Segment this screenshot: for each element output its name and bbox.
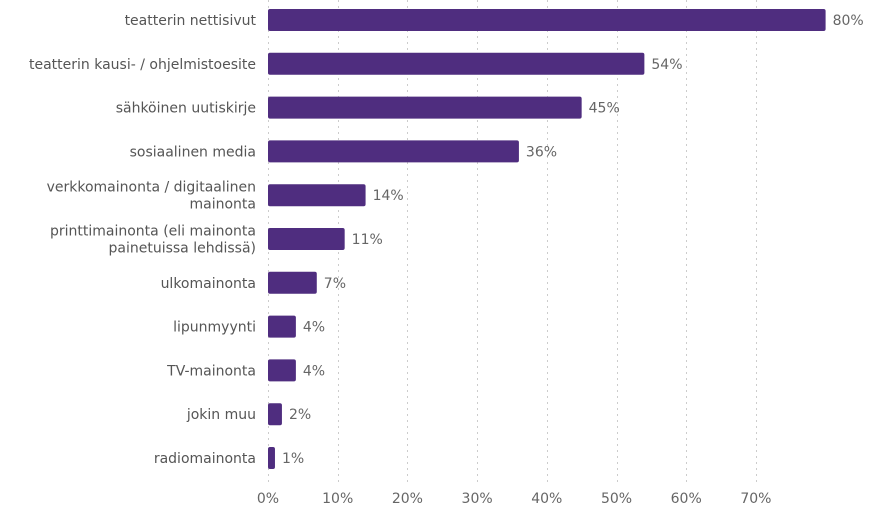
value-label: 4% [303, 320, 325, 336]
category-label-line: sähköinen uutiskirje [116, 101, 256, 117]
value-label: 54% [651, 57, 682, 73]
bar [268, 52, 645, 75]
value-label: 36% [526, 144, 557, 160]
category-label-line: radiomainonta [154, 451, 256, 467]
bar [268, 271, 317, 294]
category-label-line: ulkomainonta [161, 276, 256, 292]
category-label: sosiaalinen media [130, 144, 256, 160]
category-label-line: verkkomainonta / digitaalinen [47, 180, 256, 196]
category-label-line: jokin muu [186, 407, 256, 423]
x-tick-label: 30% [462, 491, 493, 505]
bar [268, 140, 519, 163]
category-label: ulkomainonta [161, 276, 256, 292]
value-label: 80% [833, 13, 864, 29]
category-label: verkkomainonta / digitaalinen mainonta [47, 180, 256, 213]
x-tick-label: 60% [671, 491, 702, 505]
value-label: 45% [589, 101, 620, 117]
value-label: 1% [282, 451, 304, 467]
x-tick-label: 0% [257, 491, 279, 505]
value-label: 2% [289, 407, 311, 423]
category-label: jokin muu [186, 407, 256, 423]
bars [268, 9, 826, 469]
value-labels: 80% 54% 45% 36% 14% 11% 7% 4% 4% 2% 1% [282, 13, 864, 467]
category-label: teatterin kausi- / ohjelmistoesite [29, 57, 256, 73]
value-label: 11% [352, 232, 383, 248]
x-tick-label: 10% [322, 491, 353, 505]
category-label-line: painetuissa lehdissä) [109, 241, 257, 257]
bar [268, 184, 366, 207]
category-label-line: teatterin nettisivut [125, 13, 257, 29]
bar [268, 9, 826, 31]
x-tick-label: 50% [601, 491, 632, 505]
category-label-line: lipunmyynti [173, 320, 256, 336]
value-label: 7% [324, 276, 346, 292]
category-label: sähköinen uutiskirje [116, 101, 256, 117]
category-label-line: printtimainonta (eli mainonta [50, 224, 256, 240]
bar [268, 96, 582, 119]
x-axis-ticks: 0% 10% 20% 30% 40% 50% 60% 70% [257, 491, 772, 505]
category-label-line: TV-mainonta [166, 363, 256, 379]
bar [268, 359, 296, 382]
category-label-line: mainonta [190, 197, 257, 213]
category-label: teatterin nettisivut [125, 13, 257, 29]
value-label: 14% [373, 188, 404, 204]
bar [268, 228, 345, 250]
category-label: lipunmyynti [173, 320, 256, 336]
bar [268, 315, 296, 338]
x-tick-label: 40% [531, 491, 562, 505]
x-tick-label: 20% [392, 491, 423, 505]
x-tick-label: 70% [740, 491, 771, 505]
value-label: 4% [303, 363, 325, 379]
category-label-line: sosiaalinen media [130, 144, 256, 160]
category-label: radiomainonta [154, 451, 256, 467]
category-label: TV-mainonta [166, 363, 256, 379]
category-labels: teatterin nettisivut teatterin kausi- / o… [29, 13, 257, 467]
category-label: printtimainonta (eli mainonta painetuissa… [50, 224, 256, 257]
category-label-line: teatterin kausi- / ohjelmistoesite [29, 57, 256, 73]
bar [268, 447, 275, 469]
bar [268, 403, 282, 426]
